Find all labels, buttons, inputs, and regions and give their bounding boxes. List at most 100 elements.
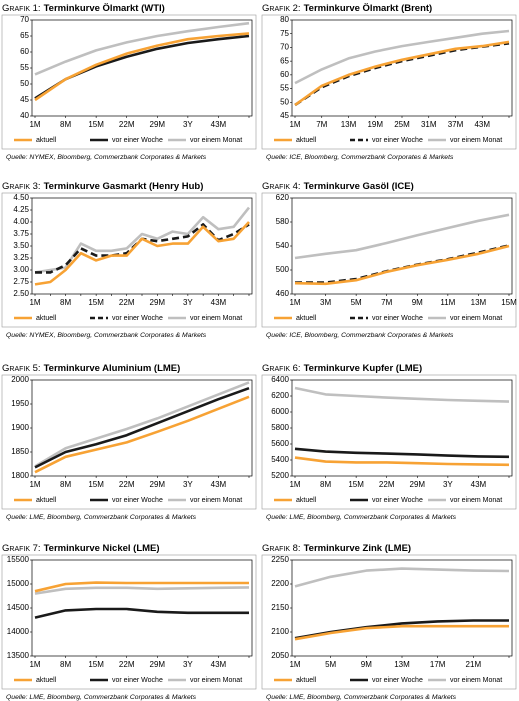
y-tick-label: 15000	[7, 579, 30, 588]
legend-label: vor einer Woche	[372, 315, 423, 322]
x-tick-label: 8M	[60, 120, 71, 129]
x-tick-label: 22M	[119, 660, 135, 669]
y-tick-label: 70	[280, 43, 289, 52]
chart-label: Grafik 7:	[2, 543, 41, 554]
series-line	[34, 221, 250, 286]
y-tick-label: 3.75	[13, 229, 29, 238]
y-tick-label: 80	[280, 15, 289, 24]
y-tick-label: 65	[20, 31, 29, 40]
x-tick-label: 22M	[119, 480, 135, 489]
y-tick-label: 4.25	[13, 205, 29, 214]
x-tick-label: 1M	[29, 660, 40, 669]
series-line	[34, 607, 249, 619]
series-line	[294, 40, 510, 107]
legend-label: aktuell	[36, 137, 57, 144]
y-tick-label: 6000	[271, 407, 289, 416]
y-tick-label: 70	[20, 15, 29, 24]
y-tick-label: 6200	[271, 391, 289, 400]
legend-label: vor einer Woche	[112, 137, 163, 144]
y-tick-label: 2100	[271, 627, 289, 636]
x-tick-label: 13M	[471, 298, 487, 307]
chart-title-text: Terminkurve Ölmarkt (WTI)	[44, 3, 165, 14]
x-tick-label: 1M	[29, 480, 40, 489]
chart-title-text: Terminkurve Kupfer (LME)	[304, 363, 423, 374]
y-tick-label: 40	[20, 111, 29, 120]
x-tick-label: 29M	[150, 298, 166, 307]
y-tick-label: 14500	[7, 603, 30, 612]
chart-frame	[1, 14, 257, 150]
y-tick-label: 60	[20, 47, 29, 56]
series-line	[294, 447, 510, 459]
y-tick-label: 1850	[11, 447, 29, 456]
chart-title: Grafik 8: Terminkurve Zink (LME)	[262, 543, 411, 554]
y-tick-label: 540	[276, 241, 290, 250]
x-tick-label: 19M	[367, 120, 383, 129]
y-tick-label: 3.25	[13, 253, 29, 262]
y-tick-label: 50	[280, 97, 289, 106]
chart-source: Quelle: NYMEX, Bloomberg, Commerzbank Co…	[6, 154, 207, 161]
chart-title-text: Terminkurve Zink (LME)	[304, 543, 412, 554]
series-line	[294, 244, 510, 286]
series-line	[35, 223, 250, 274]
y-tick-label: 1800	[11, 471, 29, 480]
series-line	[34, 34, 250, 100]
y-tick-label: 45	[280, 111, 289, 120]
chart-label: Grafik 1:	[2, 3, 41, 14]
chart-source: Quelle: LME, Bloomberg, Commerzbank Corp…	[6, 694, 197, 701]
x-tick-label: 29M	[150, 480, 166, 489]
chart-title-text: Terminkurve Nickel (LME)	[44, 543, 160, 554]
x-tick-label: 5M	[325, 660, 336, 669]
legend-label: vor einem Monat	[450, 677, 502, 684]
series-line	[294, 29, 510, 85]
x-tick-label: 11M	[440, 298, 455, 307]
y-tick-label: 460	[276, 289, 290, 298]
x-tick-label: 7M	[316, 120, 327, 129]
y-tick-label: 5200	[271, 471, 289, 480]
x-tick-label: 15M	[88, 298, 104, 307]
x-tick-label: 43M	[211, 660, 227, 669]
legend-label: vor einem Monat	[190, 315, 242, 322]
y-tick-label: 13500	[7, 651, 30, 660]
x-tick-label: 15M	[501, 298, 517, 307]
y-tick-label: 3.00	[13, 265, 29, 274]
y-tick-label: 2050	[271, 651, 289, 660]
legend-label: vor einer Woche	[112, 497, 163, 504]
y-tick-label: 4.00	[13, 217, 29, 226]
x-tick-label: 8M	[60, 480, 71, 489]
legend-label: aktuell	[296, 677, 317, 684]
x-tick-label: 17M	[430, 660, 446, 669]
legend-label: vor einer Woche	[372, 497, 423, 504]
chart-source: Quelle: NYMEX, Bloomberg, Commerzbank Co…	[6, 332, 207, 339]
chart-label: Grafik 3:	[2, 181, 41, 192]
chart-source: Quelle: ICE, Bloomberg, Commerzbank Corp…	[266, 332, 454, 339]
chart-title: Grafik 1: Terminkurve Ölmarkt (WTI)	[2, 3, 165, 14]
x-tick-label: 9M	[361, 660, 372, 669]
x-tick-label: 43M	[211, 480, 227, 489]
y-tick-label: 5600	[271, 439, 289, 448]
x-tick-label: 22M	[379, 480, 395, 489]
chart-title: Grafik 7: Terminkurve Nickel (LME)	[2, 543, 160, 554]
y-tick-label: 5800	[271, 423, 289, 432]
x-tick-label: 31M	[421, 120, 437, 129]
y-tick-label: 2200	[271, 579, 289, 588]
plot-area	[31, 19, 253, 117]
x-tick-label: 1M	[289, 480, 300, 489]
chart-frame	[261, 192, 517, 328]
chart-title: Grafik 5: Terminkurve Aluminium (LME)	[2, 363, 180, 374]
chart-title: Grafik 3: Terminkurve Gasmarkt (Henry Hub…	[2, 181, 203, 192]
y-tick-label: 50	[20, 79, 29, 88]
chart-title-text: Terminkurve Gasmarkt (Henry Hub)	[44, 181, 204, 192]
plot-area	[291, 197, 513, 295]
chart-label: Grafik 4:	[262, 181, 301, 192]
y-tick-label: 4.50	[13, 193, 29, 202]
y-tick-label: 500	[276, 265, 290, 274]
x-tick-label: 8M	[60, 298, 71, 307]
plot-area	[31, 379, 253, 477]
chart-title-text: Terminkurve Ölmarkt (Brent)	[304, 3, 433, 14]
series-line	[294, 213, 510, 260]
series-line	[294, 456, 510, 467]
x-tick-label: 3Y	[183, 120, 193, 129]
chart-frame	[1, 374, 257, 510]
x-tick-label: 15M	[88, 120, 104, 129]
